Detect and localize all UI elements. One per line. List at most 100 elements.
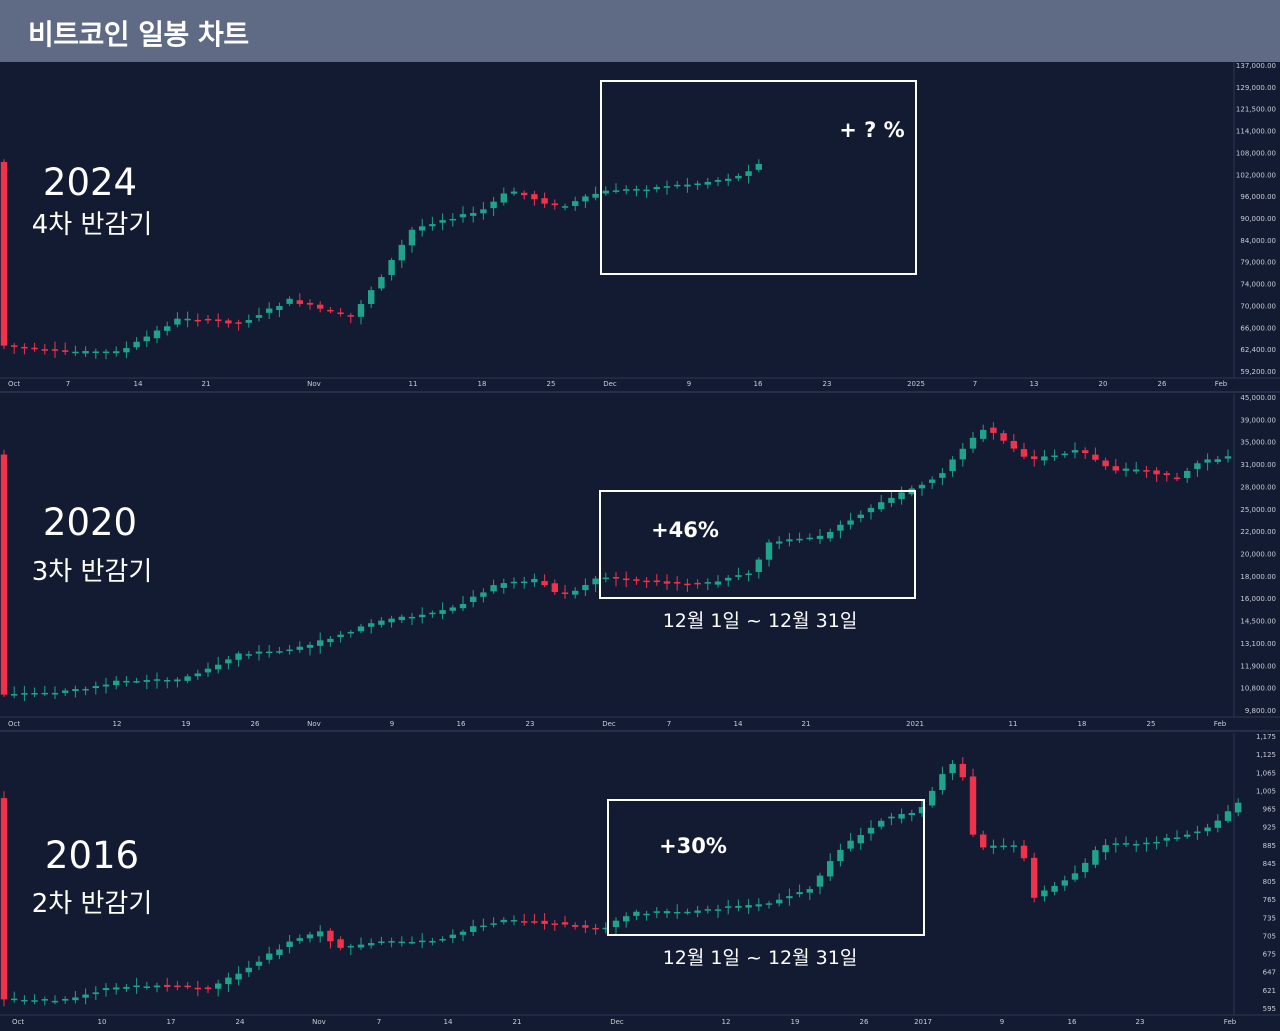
candle-body: [714, 180, 722, 182]
candle-body: [735, 575, 742, 577]
candle-body: [327, 638, 334, 643]
candle-body: [521, 921, 528, 923]
candle-body: [663, 581, 671, 584]
x-tick-label: Dec: [610, 1018, 624, 1026]
candle-body: [653, 911, 660, 913]
candle-body: [1224, 811, 1232, 821]
y-tick-label: 1,065: [1256, 769, 1276, 777]
candle-body: [174, 985, 181, 988]
candle-body: [82, 351, 89, 354]
x-tick-label: 17: [167, 1018, 176, 1026]
y-tick-label: 765: [1263, 896, 1276, 904]
candle-body: [408, 229, 416, 246]
y-tick-label: 45,000.00: [1240, 394, 1276, 402]
candle-body: [276, 651, 283, 653]
candle-body: [1010, 440, 1017, 449]
candle-body: [41, 999, 48, 1001]
candle-body: [102, 988, 110, 991]
candle-body: [276, 305, 283, 311]
panel-2016: Oct 10 17 24 Nov 7 14 21 Dec 12 19 26 2017 9 16 23 Feb 1,…: [0, 730, 1280, 1026]
x-tick-label: 19: [182, 720, 191, 728]
candle-body: [939, 774, 946, 790]
candle-body: [857, 835, 864, 844]
candle-body: [745, 573, 752, 576]
candle-body: [725, 906, 732, 908]
candle-body: [337, 312, 344, 314]
y-tick-label: 647: [1263, 969, 1276, 977]
candle-body: [143, 986, 150, 988]
x-tick-label: 7: [377, 1018, 381, 1026]
candle-body: [674, 911, 681, 914]
candle-body: [847, 520, 854, 525]
candle-body: [1204, 827, 1211, 832]
year-label: 2016: [45, 834, 139, 877]
candle-body: [398, 616, 405, 621]
y-tick-label: 90,000.00: [1240, 215, 1276, 223]
x-tick-label: 26: [1158, 380, 1167, 388]
candle-body: [969, 776, 977, 835]
candle-body: [225, 977, 232, 985]
candle-body: [368, 290, 375, 304]
candle-body: [378, 620, 385, 625]
candle-body: [357, 304, 365, 317]
x-tick-label: 18: [478, 380, 487, 388]
candle-body: [827, 861, 834, 877]
candle-body: [1163, 473, 1170, 476]
candle-body: [388, 260, 395, 275]
candle-body: [867, 507, 875, 513]
candle-body: [510, 581, 518, 584]
candle-body: [765, 903, 773, 905]
candle-body: [449, 218, 456, 221]
candle-body: [510, 920, 518, 922]
candle-body: [408, 941, 416, 944]
candle-body: [1133, 844, 1140, 846]
candle-body: [266, 308, 273, 313]
candle-body: [1163, 837, 1170, 841]
candle-body: [704, 582, 711, 584]
candle-body: [72, 689, 79, 692]
candle-body: [592, 578, 599, 585]
candle-body: [867, 827, 875, 834]
candle-body: [1020, 449, 1028, 457]
x-tick-label: 24: [236, 1018, 245, 1026]
panel-2024-candles: [0, 159, 762, 360]
candle-body: [82, 688, 89, 691]
x-tick-label: Feb: [1214, 720, 1227, 728]
x-tick-label: 25: [547, 380, 556, 388]
y-tick-label: 595: [1263, 1005, 1276, 1013]
y-tick-label: 621: [1263, 987, 1276, 995]
x-tick-label: 23: [526, 720, 535, 728]
candle-body: [1010, 845, 1017, 847]
y-tick-label: 20,000.00: [1240, 551, 1276, 559]
date-range-label: 12월 1일 ~ 12월 31일: [663, 610, 858, 632]
y-tick-label: 129,000.00: [1236, 84, 1276, 92]
y-tick-label: 1,005: [1256, 787, 1276, 795]
candle-body: [245, 967, 252, 973]
candle-body: [969, 437, 977, 449]
x-tick-label: Nov: [307, 720, 321, 728]
candle-body: [1041, 890, 1048, 897]
halving-label: 2차 반감기: [32, 889, 153, 919]
y-tick-label: 108,000.00: [1236, 149, 1276, 157]
x-tick-label: 21: [513, 1018, 522, 1026]
candle-body: [918, 484, 926, 489]
candle-body: [643, 913, 650, 916]
candle-body: [215, 664, 222, 670]
panel-2024-highlight-box: [600, 80, 917, 275]
candle-body: [1122, 468, 1130, 471]
candle-body: [1031, 456, 1038, 460]
y-tick-label: 31,000.00: [1240, 461, 1276, 469]
x-tick-label: 13: [1030, 380, 1039, 388]
x-tick-label: 19: [791, 1018, 800, 1026]
candle-body: [215, 319, 222, 321]
candle-body: [480, 209, 487, 214]
candle-body: [1051, 885, 1058, 892]
candle-body: [1041, 456, 1048, 461]
candle-body: [245, 654, 252, 656]
candle-body: [582, 196, 589, 202]
candle-body: [592, 193, 599, 198]
y-tick-label: 11,900.00: [1240, 662, 1276, 670]
candle-body: [347, 945, 354, 948]
y-tick-label: 62,400.00: [1240, 346, 1276, 354]
candle-body: [21, 693, 28, 695]
